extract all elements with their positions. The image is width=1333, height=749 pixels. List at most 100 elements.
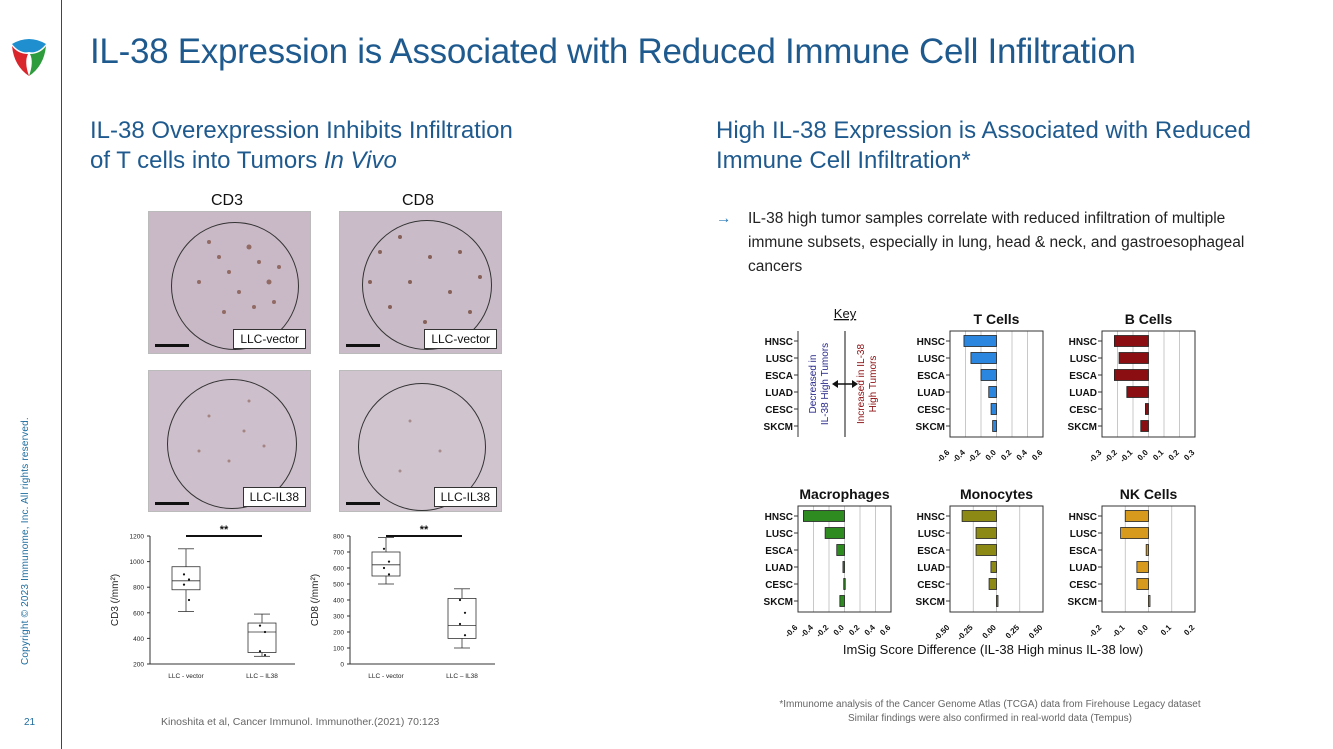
data-point — [382, 566, 386, 570]
x-tick-label: -0.3 — [1087, 448, 1104, 465]
bar — [990, 561, 997, 573]
category-label: SKCM — [1068, 422, 1097, 433]
slide-title: IL-38 Expression is Associated with Redu… — [90, 32, 1136, 71]
scale-bar — [346, 344, 380, 347]
data-point — [182, 583, 186, 586]
bar — [1120, 527, 1149, 539]
page-number: 21 — [24, 717, 36, 728]
x-tick-label: 0.0 — [1136, 448, 1151, 463]
right-footnote-line1: *Immunome analysis of the Cancer Genome … — [779, 699, 1201, 710]
chart-title: NK Cells — [1120, 486, 1178, 502]
box — [447, 598, 477, 639]
box — [247, 622, 277, 653]
scale-bar — [346, 502, 380, 505]
x-category-label: LLC - vector — [168, 673, 204, 680]
category-label: CESC — [917, 580, 945, 591]
x-tick-label: -0.2 — [1103, 448, 1120, 465]
y-tick-label: 800 — [333, 534, 344, 541]
bar — [843, 578, 846, 590]
category-label: LUAD — [1069, 563, 1097, 574]
bar — [975, 544, 997, 556]
bar — [1136, 561, 1149, 573]
bar — [1124, 510, 1149, 522]
plot-frame — [797, 505, 892, 613]
bar — [980, 369, 997, 381]
left-footnote: Kinoshita et al, Cancer Immunol. Immunot… — [161, 716, 440, 728]
panel-label: LLC-IL38 — [242, 487, 306, 507]
key-title: Key — [834, 306, 857, 321]
box — [171, 566, 201, 591]
category-label: LUAD — [765, 563, 793, 574]
category-label: CESC — [765, 580, 793, 591]
y-tick-label: 400 — [333, 598, 344, 605]
ihc-image-cd8-vector: LLC-vector — [339, 211, 502, 354]
category-label: HNSC — [765, 512, 793, 523]
ihc-image-cd3-il38: LLC-IL38 — [148, 370, 311, 512]
bar-chart-t-cells: T Cells -0.6 -0.4 -0.2 0.0 0.2 0.4 0.6 HNSC LUSC E… — [916, 311, 1045, 464]
key-decreased-line1: Decreased in — [808, 355, 819, 414]
chart-title: Macrophages — [799, 486, 889, 502]
bar — [975, 527, 997, 539]
key-increased-line1: Increased in IL-38 — [856, 344, 867, 424]
y-tick-label: 1000 — [130, 559, 145, 566]
category-label: LUAD — [917, 563, 945, 574]
category-label: HNSC — [1069, 337, 1097, 348]
bar — [988, 578, 997, 590]
cd3-boxplot: 200 400 600 800 1000 1200 CD3 (/mm²) LLC - vect… — [110, 524, 295, 680]
bar — [1136, 578, 1149, 590]
x-tick-label: 0.0 — [832, 623, 847, 638]
bar — [963, 335, 997, 347]
category-label: CESC — [1069, 580, 1097, 591]
y-axis-label: CD3 (/mm²) — [110, 574, 121, 626]
key-decreased-line2: IL-38 High Tumors — [820, 343, 831, 425]
category-label: ESCA — [917, 546, 945, 557]
data-point — [263, 630, 267, 634]
x-tick-label: 0.0 — [1136, 623, 1151, 638]
x-tick-label: -0.2 — [814, 623, 831, 640]
data-point — [187, 578, 191, 581]
ihc-image-cd8-il38: LLC-IL38 — [339, 370, 502, 512]
x-tick-label: 0.4 — [863, 623, 878, 638]
chart-title: T Cells — [974, 311, 1020, 327]
right-subtitle: High IL-38 Expression is Associated with… — [716, 116, 1296, 176]
bullet-text: IL-38 high tumor samples correlate with … — [748, 210, 1245, 275]
significance-label: ** — [220, 524, 229, 536]
category-label: ESCA — [1069, 371, 1097, 382]
bar — [996, 595, 999, 607]
x-tick-label: 0.25 — [1004, 623, 1022, 641]
x-tick-label: 0.00 — [981, 623, 999, 641]
data-point — [458, 598, 462, 602]
x-tick-label: 0.2 — [999, 448, 1014, 463]
key-category-label: LUAD — [765, 388, 793, 399]
data-point — [463, 611, 467, 614]
category-label: LUSC — [918, 354, 945, 365]
copyright-text: Copyright © 2023 Immunome, Inc. All righ… — [20, 417, 31, 665]
y-tick-label: 700 — [333, 550, 344, 557]
bar-chart-nk-cells: NK Cells -0.2 -0.1 0.0 0.1 0.2 HNSC LUSC ESCA LUA… — [1068, 486, 1197, 639]
bullet-point: → IL-38 high tumor samples correlate wit… — [716, 207, 1256, 279]
right-subtitle-line1: High IL-38 Expression is Associated with… — [716, 117, 1251, 144]
x-tick-label: 0.2 — [1182, 623, 1197, 638]
x-category-label: LLC - vector — [368, 673, 404, 680]
bar — [1126, 386, 1149, 398]
bar — [992, 420, 997, 432]
bar — [988, 386, 997, 398]
right-subtitle-line2: Immune Cell Infiltration* — [716, 147, 971, 174]
x-tick-label: -0.1 — [1118, 448, 1135, 465]
category-label: LUSC — [766, 529, 793, 540]
x-tick-label: -0.6 — [935, 448, 952, 465]
ihc-image-cd3-vector: LLC-vector — [148, 211, 311, 354]
y-tick-label: 400 — [133, 636, 144, 643]
chart-title: B Cells — [1125, 311, 1173, 327]
significance-label: ** — [420, 524, 429, 536]
left-subtitle-italic: In Vivo — [323, 147, 397, 174]
x-tick-label: 0.1 — [1159, 623, 1174, 638]
data-point — [387, 560, 391, 563]
arrow-right-head — [852, 380, 858, 388]
y-tick-label: 800 — [133, 585, 144, 592]
shared-x-axis-label: ImSig Score Difference (IL-38 High minus… — [843, 642, 1143, 657]
y-tick-label: 200 — [133, 662, 144, 669]
x-tick-label: -0.4 — [951, 448, 968, 465]
panel-label: LLC-IL38 — [433, 487, 497, 507]
category-label: LUSC — [1070, 529, 1097, 540]
